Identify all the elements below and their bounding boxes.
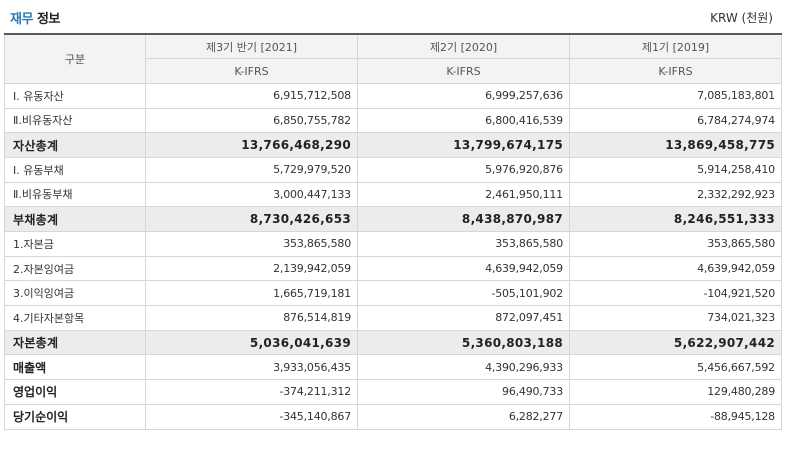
value-cell: 1,665,719,181	[145, 280, 358, 307]
value-cell: 4,639,942,059	[357, 255, 570, 282]
table-row: 매출액 3,933,056,435 4,390,296,933 5,456,667,5…	[4, 354, 782, 381]
value-cell: -505,101,902	[357, 280, 570, 307]
value-cell: 5,729,979,520	[145, 156, 358, 183]
value-cell: 876,514,819	[145, 305, 358, 331]
standard-header-row: K-IFRS K-IFRS K-IFRS	[5, 58, 782, 84]
row-label: 4.기타자본항목	[4, 305, 146, 331]
value-cell: 2,461,950,111	[357, 181, 570, 208]
value-cell: -374,211,312	[145, 379, 358, 405]
row-label: 매출액	[4, 354, 146, 381]
standard-header: K-IFRS	[145, 58, 358, 84]
financial-info-table: 구분 제3기 반기 [2021] 제2기 [2020] 제1기 [2019] K…	[4, 33, 782, 430]
row-label: Ⅰ. 유동자산	[4, 82, 146, 109]
value-cell: -345,140,867	[145, 403, 358, 430]
value-cell: 5,622,907,442	[569, 329, 782, 356]
value-cell: 8,246,551,333	[569, 206, 782, 232]
row-label: 당기순이익	[4, 403, 146, 430]
value-cell: 6,784,274,974	[569, 107, 782, 134]
value-cell: 353,865,580	[357, 231, 570, 257]
period-header: 제1기 [2019]	[569, 33, 782, 60]
row-label: Ⅱ.비유동자산	[4, 107, 146, 134]
value-cell: 8,438,870,987	[357, 206, 570, 232]
value-cell: 5,360,803,188	[357, 329, 570, 356]
section-title: 재무 정보	[10, 8, 60, 27]
table-row: 영업이익 -374,211,312 96,490,733 129,480,289	[4, 379, 782, 405]
value-cell: 6,800,416,539	[357, 107, 570, 134]
value-cell: 6,282,277	[357, 403, 570, 430]
table-row: 2.자본잉여금 2,139,942,059 4,639,942,059 4,639,9…	[4, 255, 782, 282]
row-label: 1.자본금	[4, 231, 146, 257]
period-header: 제3기 반기 [2021]	[145, 33, 358, 60]
value-cell: 5,976,920,876	[357, 156, 570, 183]
value-cell: 13,799,674,175	[357, 132, 570, 158]
section-header: 재무 정보 KRW (천원)	[0, 0, 785, 28]
table-row: 4.기타자본항목 876,514,819 872,097,451 734,021,32…	[4, 305, 782, 331]
value-cell: 3,933,056,435	[145, 354, 358, 381]
value-cell: 353,865,580	[145, 231, 358, 257]
table-row: Ⅱ.비유동부채 3,000,447,133 2,461,950,111 2,332,2…	[4, 181, 782, 208]
value-cell: 2,332,292,923	[569, 181, 782, 208]
currency-unit-label: KRW (천원)	[710, 11, 773, 25]
value-cell: 13,869,458,775	[569, 132, 782, 158]
value-cell: 96,490,733	[357, 379, 570, 405]
value-cell: -88,945,128	[569, 403, 782, 430]
value-cell: 5,036,041,639	[145, 329, 358, 356]
value-cell: 8,730,426,653	[145, 206, 358, 232]
section-title-accent: 재무	[10, 12, 33, 27]
value-cell: 4,390,296,933	[357, 354, 570, 381]
value-cell: -104,921,520	[569, 280, 782, 307]
value-cell: 734,021,323	[569, 305, 782, 331]
period-header-row: 구분 제3기 반기 [2021] 제2기 [2020] 제1기 [2019]	[4, 33, 782, 84]
row-label: 3.이익잉여금	[4, 280, 146, 307]
table-row: 자본총계 5,036,041,639 5,360,803,188 5,622,907,…	[4, 329, 782, 356]
table-row: 자산총계 13,766,468,290 13,799,674,175 13,869,4…	[4, 132, 782, 158]
table-row: Ⅰ. 유동부채 5,729,979,520 5,976,920,876 5,914,2…	[4, 156, 782, 183]
value-cell: 6,850,755,782	[145, 107, 358, 134]
value-cell: 872,097,451	[357, 305, 570, 331]
section-title-rest: 정보	[32, 12, 60, 27]
table-row: 당기순이익 -345,140,867 6,282,277 -88,945,128	[4, 403, 782, 430]
category-header: 구분	[4, 33, 146, 84]
value-cell: 129,480,289	[569, 379, 782, 405]
value-cell: 5,914,258,410	[569, 156, 782, 183]
row-label: 부채총계	[4, 206, 146, 232]
value-cell: 353,865,580	[569, 231, 782, 257]
table-row: 3.이익잉여금 1,665,719,181 -505,101,902 -104,921…	[4, 280, 782, 307]
value-cell: 13,766,468,290	[145, 132, 358, 158]
table-row: Ⅱ.비유동자산 6,850,755,782 6,800,416,539 6,784,2…	[4, 107, 782, 134]
value-cell: 6,999,257,636	[357, 82, 570, 109]
value-cell: 5,456,667,592	[569, 354, 782, 381]
value-cell: 2,139,942,059	[145, 255, 358, 282]
value-cell: 4,639,942,059	[569, 255, 782, 282]
table-row: 부채총계 8,730,426,653 8,438,870,987 8,246,551,…	[4, 206, 782, 232]
row-label: 영업이익	[4, 379, 146, 405]
row-label: Ⅱ.비유동부채	[4, 181, 146, 208]
table-row: 1.자본금 353,865,580 353,865,580 353,865,580	[4, 231, 782, 257]
value-cell: 7,085,183,801	[569, 82, 782, 109]
value-cell: 6,915,712,508	[145, 82, 358, 109]
standard-header: K-IFRS	[357, 58, 570, 84]
period-header: 제2기 [2020]	[357, 33, 570, 60]
row-label: Ⅰ. 유동부채	[4, 156, 146, 183]
table-row: Ⅰ. 유동자산 6,915,712,508 6,999,257,636 7,085,1…	[4, 82, 782, 109]
value-cell: 3,000,447,133	[145, 181, 358, 208]
row-label: 자산총계	[4, 132, 146, 158]
row-label: 2.자본잉여금	[4, 255, 146, 282]
row-label: 자본총계	[4, 329, 146, 356]
standard-header: K-IFRS	[569, 58, 782, 84]
